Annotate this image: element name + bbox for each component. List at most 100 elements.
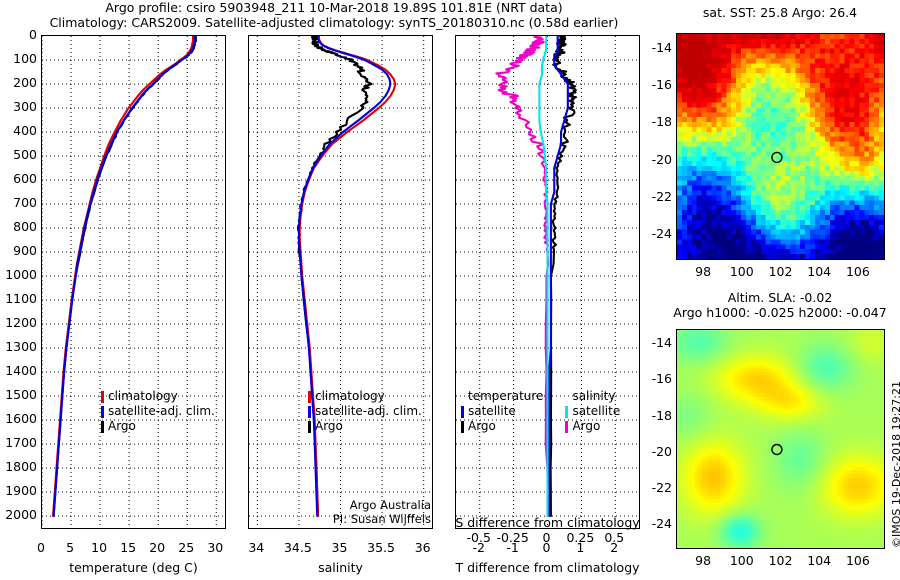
sst-map-latitude-tick: -24: [651, 225, 672, 241]
salinity-legend-entry: Argo: [308, 419, 422, 434]
difference-temperature-legend-entry: Argo: [461, 419, 543, 434]
sst-map-latitude-tick: -18: [651, 114, 672, 130]
salinity-difference-tick-label: 0.25: [566, 530, 595, 545]
temperature-legend-entry: Argo: [101, 419, 215, 434]
depth-tick-label: 700: [13, 195, 37, 210]
temperature-difference-tick-label: -1: [506, 540, 519, 555]
temperature-legend-color-swatch: [101, 405, 104, 418]
difference-profile-plot: [456, 36, 639, 528]
temperature-tick-label: 0: [37, 540, 45, 555]
depth-tick-label: 500: [13, 147, 37, 162]
depth-tick-label: 300: [13, 99, 37, 114]
difference-salinity-legend-entry: Argo: [565, 419, 620, 434]
salinity-difference-tick-label: -0.25: [496, 530, 529, 545]
imos-watermark: ©IMOS 19-Dec-2018 19:27:21: [890, 381, 900, 548]
salinity-profile-plot: [249, 36, 432, 528]
temperature-tick-label: 10: [91, 540, 108, 555]
depth-tick-label: 1000: [5, 267, 37, 282]
sla-map-image: [677, 330, 884, 548]
difference-salinity-legend-label: Argo: [572, 419, 601, 433]
sst-map-longitude-tick: 100: [729, 264, 754, 279]
difference-salinity-legend-label: satellite: [572, 404, 621, 418]
depth-tick-label: 0: [29, 27, 37, 42]
difference-salinity-legend-entry: satellite: [565, 404, 620, 419]
temperature-legend: climatology satellite-adj. clim. Argo: [101, 389, 215, 434]
sla-map-longitude-tick: 104: [807, 553, 832, 568]
title-line-1: Argo profile: csiro 5903948_211 10-Mar-2…: [105, 0, 563, 15]
temperature-legend-color-swatch: [101, 390, 104, 403]
depth-tick-label: 1300: [5, 339, 37, 354]
temperature-difference-axis-title: T difference from climatology: [455, 560, 640, 575]
difference-temperature-legend-color-swatch: [461, 420, 464, 433]
sla-map-longitude-tick: 98: [695, 553, 712, 568]
salinity-tick-label: 34: [248, 540, 265, 555]
difference-salinity-legend: salinity satellite Argo: [565, 389, 620, 434]
temperature-difference-tick-label: 2: [610, 540, 619, 555]
title-line-2: Climatology: CARS2009. Satellite-adjuste…: [49, 15, 619, 30]
difference-temperature-legend-header: temperature: [468, 389, 544, 403]
sst-map-image: [677, 34, 884, 259]
temperature-legend-label: satellite-adj. clim.: [108, 404, 215, 418]
sla-map-latitude-tick: -20: [651, 443, 672, 459]
credit-line-1: Argo Australia: [349, 498, 431, 512]
temperature-tick-label: 25: [178, 540, 195, 555]
salinity-tick-label: 35.5: [367, 540, 395, 555]
depth-tick-label: 2000: [5, 507, 37, 522]
salinity-tick-label: 34.5: [283, 540, 312, 555]
sla-header-line-1: Altim. SLA: -0.02: [727, 290, 833, 305]
salinity-legend-entry: climatology: [308, 389, 422, 404]
salinity-difference-tick-label: -0.5: [466, 530, 491, 545]
depth-tick-label: 1700: [5, 435, 37, 450]
sst-map-latitude-tick: -20: [651, 151, 672, 167]
salinity-difference-tick-label: 0.5: [604, 530, 625, 545]
sla-map-longitude-tick: 100: [729, 553, 754, 568]
salinity-difference-tick-label: 0: [542, 530, 551, 545]
salinity-legend: climatology satellite-adj. clim. Argo: [308, 389, 422, 434]
temperature-difference-tick-label: 1: [576, 540, 585, 555]
difference-profile-panel: [455, 35, 640, 529]
temperature-tick-label: 20: [149, 540, 166, 555]
depth-tick-label: 1500: [5, 387, 37, 402]
salinity-axis-title: salinity: [318, 560, 363, 575]
difference-salinity-legend-color-swatch: [565, 405, 569, 418]
depth-tick-label: 1600: [5, 411, 37, 426]
sst-map-longitude-tick: 102: [768, 264, 793, 279]
depth-tick-label: 800: [13, 219, 37, 234]
sla-map-longitude-tick: 102: [768, 553, 793, 568]
salinity-profile-panel: [248, 35, 433, 529]
sla-map-latitude-tick: -16: [651, 371, 672, 387]
depth-tick-label: 1400: [5, 363, 37, 378]
temperature-difference-tick-label: -2: [472, 540, 485, 555]
difference-legend: temperature satellite Argo salinity satellit…: [461, 389, 620, 434]
sst-map-longitude-tick: 104: [807, 264, 832, 279]
depth-tick-label: 1200: [5, 315, 37, 330]
sla-map-header: Altim. SLA: -0.02 Argo h1000: -0.025 h20…: [660, 290, 900, 320]
chart-title-block: Argo profile: csiro 5903948_211 10-Mar-2…: [0, 0, 668, 30]
depth-tick-label: 200: [13, 75, 37, 90]
depth-tick-label: 100: [13, 51, 37, 66]
sst-map: [676, 33, 885, 260]
depth-tick-label: 1800: [5, 459, 37, 474]
difference-temperature-legend: temperature satellite Argo: [461, 389, 543, 434]
salinity-difference-axis-title: S difference from climatology: [455, 515, 640, 530]
temperature-difference-tick-label: 0: [542, 540, 551, 555]
temperature-profile-panel: [41, 35, 226, 529]
temperature-legend-entry: satellite-adj. clim.: [101, 404, 215, 419]
salinity-legend-color-swatch: [308, 420, 311, 433]
depth-tick-label: 1100: [5, 291, 37, 306]
temperature-legend-color-swatch: [101, 420, 104, 433]
difference-temperature-legend-color-swatch: [461, 405, 464, 418]
sla-map-latitude-tick: -18: [651, 407, 672, 423]
sst-map-header: sat. SST: 25.8 Argo: 26.4: [702, 5, 858, 20]
temperature-axis-title: temperature (deg C): [69, 560, 198, 575]
sst-map-longitude-tick: 98: [695, 264, 712, 279]
salinity-legend-color-swatch: [308, 390, 311, 403]
credit-line-2: PI: Susan Wijffels: [332, 512, 431, 526]
sla-map-latitude-tick: -24: [651, 515, 672, 531]
salinity-legend-entry: satellite-adj. clim.: [308, 404, 422, 419]
salinity-legend-label: climatology: [315, 389, 385, 403]
sst-map-latitude-tick: -16: [651, 77, 672, 93]
sla-map: [676, 329, 885, 549]
sst-map-latitude-tick: -14: [651, 39, 672, 55]
temperature-tick-label: 5: [66, 540, 75, 555]
